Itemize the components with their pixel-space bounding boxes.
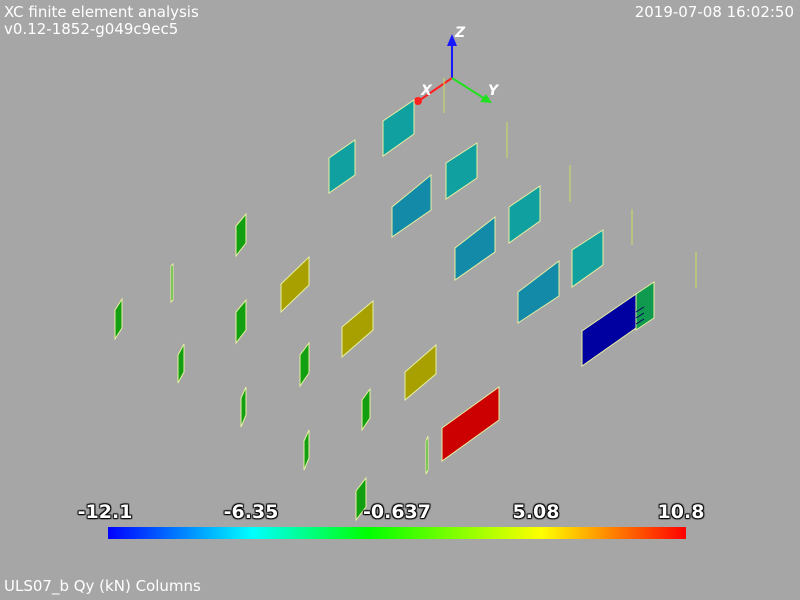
- color-scale-bar: [108, 527, 686, 539]
- column-diagrams: [114, 78, 697, 522]
- y-axis-label: Y: [488, 83, 500, 99]
- z-axis-label: Z: [454, 25, 466, 41]
- scale-tick-label: -12.1: [77, 501, 133, 523]
- scale-tick-label: 5.08: [512, 501, 560, 523]
- scale-tick-label: -0.637: [363, 501, 431, 523]
- version-label: v0.12-1852-g049c9ec5: [4, 20, 179, 38]
- x-axis-line: [419, 77, 453, 101]
- scale-tick-label: 10.8: [657, 501, 705, 523]
- y-axis-line: [451, 77, 486, 100]
- timestamp-label: 2019-07-08 16:02:50: [634, 3, 794, 21]
- x-axis-label: X: [420, 83, 433, 99]
- result-caption: ULS07_b Qy (kN) Columns: [4, 577, 201, 595]
- axes-triad: Z X Y: [414, 25, 500, 105]
- scale-tick-label: -6.35: [223, 501, 279, 523]
- x-axis-arrow: [414, 97, 422, 105]
- z-axis-arrow: [447, 34, 457, 46]
- y-axis-arrow: [480, 94, 492, 103]
- app-title: XC finite element analysis: [4, 3, 199, 21]
